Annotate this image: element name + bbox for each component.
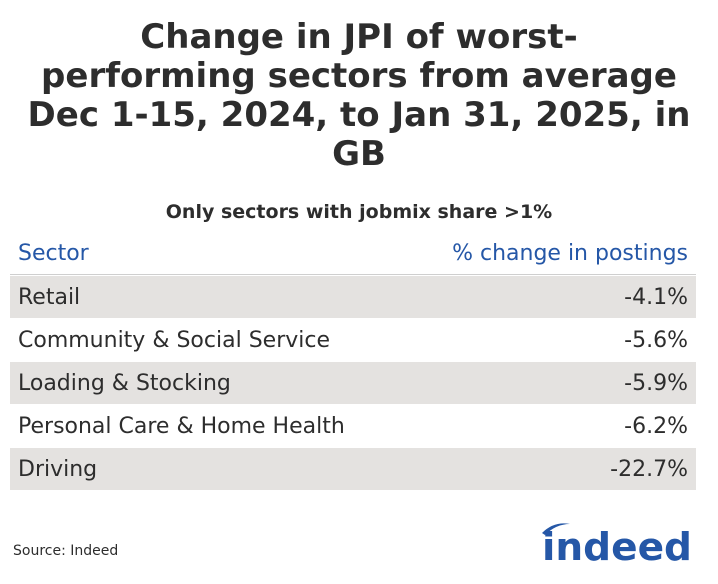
table-row: Driving -22.7% <box>10 448 696 490</box>
sector-cell: Community & Social Service <box>18 327 330 353</box>
chart-title-line: GB <box>332 134 386 174</box>
chart-title-line: Change in JPI of worst- <box>140 17 578 57</box>
chart-title-line: Dec 1-15, 2024, to Jan 31, 2025, in <box>27 95 691 135</box>
change-cell: -22.7% <box>610 456 688 482</box>
logo-text: indeed <box>542 525 692 568</box>
sector-cell: Loading & Stocking <box>18 370 231 396</box>
logo-arc <box>542 523 570 535</box>
data-table: Sector % change in postings Retail -4.1% C… <box>10 232 696 490</box>
chart-title: Change in JPI of worst- performing secto… <box>20 18 698 174</box>
chart-subtitle: Only sectors with jobmix share >1% <box>165 201 553 223</box>
column-header-sector: Sector <box>18 240 89 266</box>
column-header-change: % change in postings <box>452 240 688 266</box>
table-row: Community & Social Service -5.6% <box>10 319 696 361</box>
change-cell: -6.2% <box>624 413 688 439</box>
change-cell: -5.6% <box>624 327 688 353</box>
table-row: Personal Care & Home Health -6.2% <box>10 405 696 447</box>
change-cell: -5.9% <box>624 370 688 396</box>
sector-cell: Retail <box>18 284 81 310</box>
table-body: Retail -4.1% Community & Social Service -5.… <box>10 276 696 490</box>
sector-cell: Driving <box>18 456 98 482</box>
sector-cell: Personal Care & Home Health <box>18 413 345 439</box>
table-header-row: Sector % change in postings <box>10 232 696 275</box>
table-row: Retail -4.1% <box>10 276 696 318</box>
chart-title-line: performing sectors from average <box>41 56 677 96</box>
change-cell: -4.1% <box>624 284 688 310</box>
source-note: Source: Indeed <box>13 543 119 559</box>
table-row: Loading & Stocking -5.9% <box>10 362 696 404</box>
indeed-logo: indeed <box>542 523 692 568</box>
